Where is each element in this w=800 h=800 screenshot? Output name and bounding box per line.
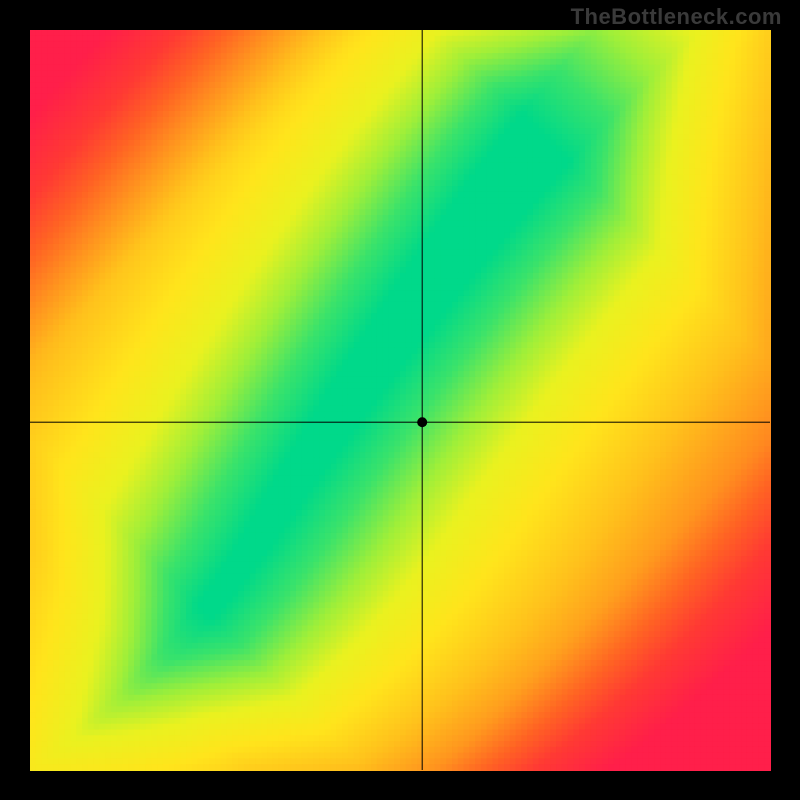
bottleneck-heatmap (0, 0, 800, 800)
watermark-label: TheBottleneck.com (571, 4, 782, 30)
